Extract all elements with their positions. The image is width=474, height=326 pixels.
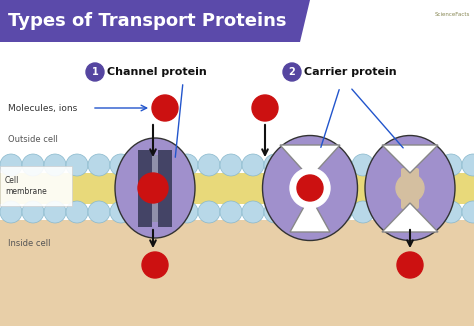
Circle shape [397,252,423,278]
Circle shape [86,63,104,81]
Circle shape [132,154,154,176]
FancyBboxPatch shape [401,168,419,209]
Circle shape [88,154,110,176]
Circle shape [44,201,66,223]
Ellipse shape [365,136,455,241]
Circle shape [418,154,440,176]
Text: Inside cell: Inside cell [8,239,51,247]
Circle shape [66,201,88,223]
Circle shape [154,201,176,223]
Polygon shape [0,0,310,42]
Polygon shape [382,145,438,173]
Circle shape [290,168,330,208]
Text: 1: 1 [91,67,99,77]
Circle shape [132,201,154,223]
FancyBboxPatch shape [0,173,474,193]
Circle shape [176,201,198,223]
Circle shape [152,95,178,121]
Circle shape [110,154,132,176]
Circle shape [418,201,440,223]
Circle shape [308,201,330,223]
Circle shape [396,154,418,176]
Circle shape [22,154,44,176]
FancyBboxPatch shape [0,166,72,206]
Circle shape [352,201,374,223]
Circle shape [0,154,22,176]
Circle shape [374,201,396,223]
Circle shape [283,63,301,81]
Circle shape [440,201,462,223]
Circle shape [440,154,462,176]
Circle shape [220,201,242,223]
Text: ScienceFacts: ScienceFacts [435,12,470,18]
Circle shape [330,154,352,176]
Circle shape [462,154,474,176]
Text: 2: 2 [289,67,295,77]
Circle shape [110,201,132,223]
Text: Cell
membrane: Cell membrane [5,176,47,196]
Text: Outside cell: Outside cell [8,136,58,144]
Circle shape [242,154,264,176]
Circle shape [297,175,323,201]
Circle shape [88,201,110,223]
Circle shape [154,154,176,176]
Circle shape [142,252,168,278]
Circle shape [264,201,286,223]
Circle shape [396,174,424,202]
Circle shape [198,201,220,223]
Circle shape [138,173,168,203]
Circle shape [220,154,242,176]
Circle shape [242,201,264,223]
Circle shape [44,154,66,176]
Circle shape [176,154,198,176]
FancyBboxPatch shape [0,220,474,326]
Ellipse shape [115,138,195,238]
Circle shape [66,154,88,176]
Text: Carrier protein: Carrier protein [304,67,397,77]
Text: Channel protein: Channel protein [107,67,207,77]
Circle shape [286,154,308,176]
Circle shape [286,201,308,223]
Circle shape [352,154,374,176]
Circle shape [374,154,396,176]
Circle shape [462,201,474,223]
Ellipse shape [263,136,357,241]
Circle shape [252,95,278,121]
Circle shape [198,154,220,176]
Polygon shape [280,145,340,178]
FancyBboxPatch shape [152,155,158,222]
Polygon shape [290,196,330,232]
Circle shape [330,201,352,223]
Circle shape [264,154,286,176]
Circle shape [0,201,22,223]
FancyBboxPatch shape [158,150,172,227]
Circle shape [308,154,330,176]
Circle shape [396,201,418,223]
Text: Types of Transport Proteins: Types of Transport Proteins [8,12,286,30]
Circle shape [22,201,44,223]
Polygon shape [382,203,438,232]
FancyBboxPatch shape [0,184,474,204]
Text: Molecules, ions: Molecules, ions [8,103,77,112]
FancyBboxPatch shape [138,150,152,227]
